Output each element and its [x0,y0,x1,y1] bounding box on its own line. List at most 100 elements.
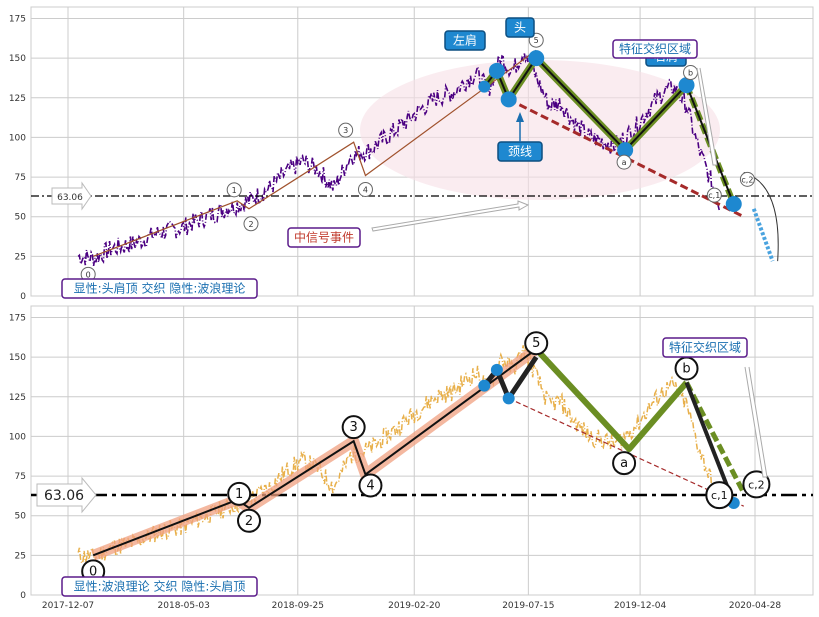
y-tick-label: 125 [9,393,26,403]
bottom-wave-circle [612,451,637,476]
bottom-wave-label: 2 [245,514,253,529]
y-tick-label: 125 [9,94,26,104]
top-wave-circle [357,181,373,197]
y-tick-label: 25 [15,252,26,262]
y-tick-label: 50 [15,512,27,522]
top-wave-label: a [622,158,627,167]
bottom-price-line [77,345,720,566]
top-neckline-label: 颈线 [508,145,532,159]
y-tick-label: 0 [20,591,26,601]
bottom-caption: 显性:波浪理论 交织 隐性:头肩顶 [74,579,246,594]
top-pattern-marker [500,91,517,108]
x-tick-label: 2020-04-28 [729,601,782,611]
top-wave-circle [739,171,755,187]
top-wave-label: b [688,69,693,78]
bottom-wave-circle [227,481,252,506]
bottom-caption-box [61,576,258,597]
top-wave-circle [243,216,259,232]
top-support-arrow [51,181,92,211]
bottom-wave-circle [524,331,549,356]
bottom-wave-label: c,1 [711,489,728,502]
bottom-wave-label: b [682,362,690,377]
top-pattern-overlay [31,49,813,262]
top-wave-label: 0 [86,270,91,279]
top-pattern-marker [488,62,505,79]
bottom-x-ticks: 2017-12-07 2018-05-03 2018-09-25 2019-02-20… [42,601,782,611]
top-price-series [77,53,720,267]
top-wave-circle [706,187,722,203]
top-left-shoulder-label: 左肩 [453,33,477,48]
bottom-wave-labels: 0 12 3 4 5 a b c,1 c,2 [81,331,771,584]
bottom-wave-circle [742,470,771,499]
top-mid-signal-arrow [371,200,530,232]
bottom-support-label: 63.06 [44,488,84,504]
top-wave-labels: 0 1 2 3 4 5 a b c,1 c,2 [80,32,755,282]
top-feature-zone-label: 特征交织区域 [619,41,691,56]
top-neckline-pointer-head [516,112,524,122]
top-wave-circle [226,182,242,198]
y-tick-label: 150 [9,54,26,64]
y-tick-label: 100 [9,133,26,143]
top-pattern-marker [617,142,634,159]
bottom-wave-circle [341,415,366,440]
top-pattern-marker [678,77,695,94]
x-tick-label: 2019-12-04 [614,601,667,611]
bottom-pattern-marker [490,363,503,376]
y-tick-label: 175 [9,15,26,25]
y-tick-label: 25 [15,551,26,561]
top-feature-zone-label-box [612,39,698,59]
y-tick-label: 75 [15,472,26,482]
top-wave-circle [616,154,632,170]
bottom-pattern-marker [478,379,491,392]
y-tick-label: 175 [9,314,26,324]
top-y-ticks: 0 25 50 75 100 125 150 175 [9,15,26,303]
top-head-label: 头 [514,21,526,35]
bottom-wave-label: c,2 [748,478,765,491]
bottom-wave-circle [705,481,734,510]
top-wave-thin-line [92,49,537,257]
top-caption-box [61,278,258,299]
bottom-wave-label: 5 [532,336,540,351]
y-tick-label: 50 [15,213,27,223]
top-neckline [508,98,745,219]
top-feature-arrow [696,67,718,166]
y-tick-label: 100 [9,432,26,442]
x-tick-label: 2018-09-25 [272,601,324,611]
top-projection-line [751,208,775,262]
bottom-abc-green-dash [684,381,745,492]
bottom-wave-label: 0 [89,564,97,579]
top-head-label-box [505,17,535,38]
top-wave-label: c,2 [741,175,753,184]
top-pattern-marker [725,196,742,213]
top-annotations: 63.06左肩头右肩颈线特征交织区域中信号事件显性:头肩顶 交织 隐性:波浪理论 [51,17,718,299]
top-wave-label: c,1 [708,191,720,200]
bottom-wave-label: 4 [366,478,374,493]
bottom-feature-zone-label-box [662,337,748,358]
x-tick-label: 2019-02-20 [388,601,441,611]
y-tick-label: 75 [15,173,26,183]
top-caption: 显性:头肩顶 交织 隐性:波浪理论 [74,281,246,296]
top-wave-label: 4 [363,185,368,194]
top-mid-signal-label: 中信号事件 [294,230,354,245]
top-support-label: 63.06 [57,193,83,203]
bottom-y-ticks: 0 25 50 75 100 125 150 175 [9,314,26,602]
bottom-feature-arrow [744,366,768,478]
bottom-wave-label: a [620,456,628,471]
bottom-abc-green [534,347,689,453]
top-wave-label: 1 [232,186,237,195]
top-wave-label: 2 [248,220,253,229]
bottom-hs-black [482,355,539,401]
top-left-shoulder-label-box [444,30,486,51]
bottom-pattern-marker [502,392,515,405]
bottom-price-series [77,345,720,566]
top-wave-circle [338,122,354,138]
bottom-feature-zone-label: 特征交织区域 [669,340,741,355]
bottom-support-arrow [36,476,97,514]
bottom-wave-line [92,348,537,557]
top-pattern-marker [528,50,545,67]
top-wave-label: 5 [534,36,539,45]
bottom-wave-label: 3 [350,420,358,435]
